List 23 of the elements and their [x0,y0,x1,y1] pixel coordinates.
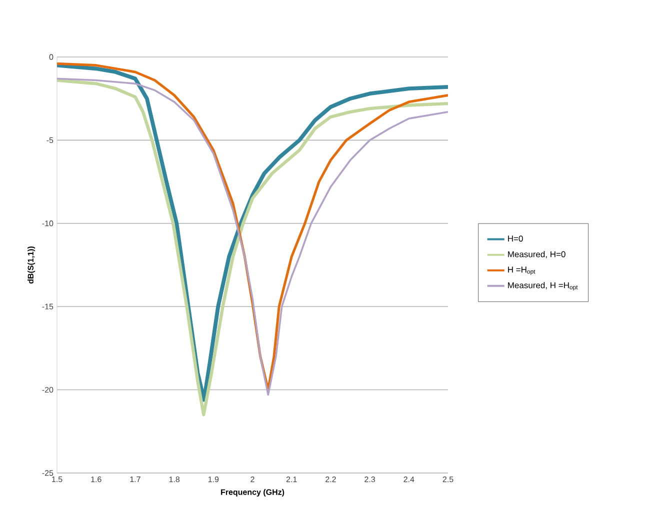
legend-label: Measured, H=0 [508,251,566,258]
x-tick-label: 2.2 [326,476,336,482]
y-tick-label: 0 [49,54,54,60]
y-tick-label: -20 [42,386,54,393]
x-tick-label: 2.1 [286,476,297,482]
x-tick-label: 2.5 [442,476,454,482]
x-tick-label: 2.3 [364,476,376,482]
x-tick-label: 1.9 [208,476,219,482]
legend-label: H=0 [508,236,523,242]
x-tick-label: 1.6 [91,476,102,482]
x-tick-label: 1.5 [52,476,62,482]
x-tick-label: 2 [250,476,254,482]
legend-label: H =H$_{opt}$ [508,266,536,275]
x-tick-label: 1.8 [169,476,180,482]
x-tick-label: 2.4 [404,476,414,482]
y-axis-title: dB(S(1,1)) [28,246,36,284]
x-axis-title: Frequency (GHz) [221,489,284,497]
y-tick-label: -25 [42,470,54,476]
legend-label: Measured, H =H$_{opt}$ [508,282,578,291]
y-tick-label: -15 [42,304,54,310]
x-tick-label: 1.7 [130,476,140,482]
y-tick-label: -5 [46,137,54,143]
y-tick-label: -10 [42,220,54,226]
